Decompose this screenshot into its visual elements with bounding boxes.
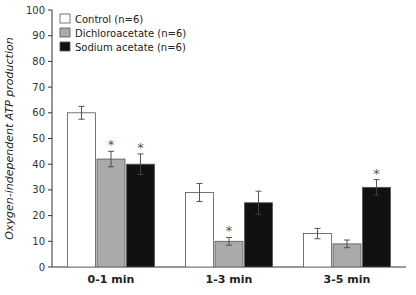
y-tick [48, 87, 52, 88]
significance-marker: * [226, 223, 233, 238]
error-bar [108, 151, 114, 166]
y-tick-label: 30 [32, 184, 45, 195]
error-bar [344, 240, 350, 248]
bar [97, 159, 125, 267]
y-tick-label: 100 [26, 5, 45, 16]
legend-label: Sodium acetate (n=6) [75, 42, 186, 53]
bars [67, 113, 390, 267]
error-bar [374, 180, 380, 195]
y-tick-label: 20 [32, 210, 45, 221]
y-tick-label: 60 [32, 107, 45, 118]
chart: 0 10 20 30 40 50 60 70 80 90 100 0-1 min 1-3 min 3-5 … [0, 0, 416, 295]
y-tick-label: 80 [32, 56, 45, 67]
legend-swatch [60, 42, 70, 51]
error-bar [79, 106, 85, 119]
y-tick [48, 267, 52, 268]
y-tick [48, 10, 52, 11]
legend-swatch [60, 14, 70, 23]
legend-swatch [60, 28, 70, 37]
y-axis-label: Oxygen-independent ATP production [3, 37, 16, 239]
error-bar [226, 237, 232, 245]
error-bar [197, 183, 203, 201]
bar [67, 113, 95, 267]
y-tick [48, 164, 52, 165]
y-tick-label: 70 [32, 82, 45, 93]
y-tick [48, 35, 52, 36]
y-tick-label: 0 [39, 262, 45, 273]
y-tick [48, 112, 52, 113]
error-bar [138, 154, 144, 175]
bar [126, 164, 154, 267]
x-tick-label: 3-5 min [324, 273, 371, 286]
bar [185, 192, 213, 267]
x-tick-label: 0-1 min [88, 273, 135, 286]
y-tick-label: 10 [32, 236, 45, 247]
y-tick-label: 40 [32, 159, 45, 170]
significance-marker: * [373, 166, 380, 181]
y-tick [48, 138, 52, 139]
significance-marker: * [137, 140, 144, 155]
y-tick [48, 215, 52, 216]
error-bars [79, 106, 380, 247]
error-bar [315, 228, 321, 238]
y-tick [48, 61, 52, 62]
error-bar [256, 191, 262, 214]
legend-label: Dichloroacetate (n=6) [75, 28, 186, 39]
y-tick [48, 189, 52, 190]
legend: Control (n=6) Dichloroacetate (n=6) Sodium… [60, 14, 186, 53]
y-tick-label: 90 [32, 30, 45, 41]
legend-label: Control (n=6) [75, 14, 143, 25]
bar [362, 187, 390, 267]
x-tick-label: 1-3 min [206, 273, 253, 286]
y-tick-label: 50 [32, 133, 45, 144]
significance-marker: * [108, 137, 115, 152]
y-tick [48, 241, 52, 242]
